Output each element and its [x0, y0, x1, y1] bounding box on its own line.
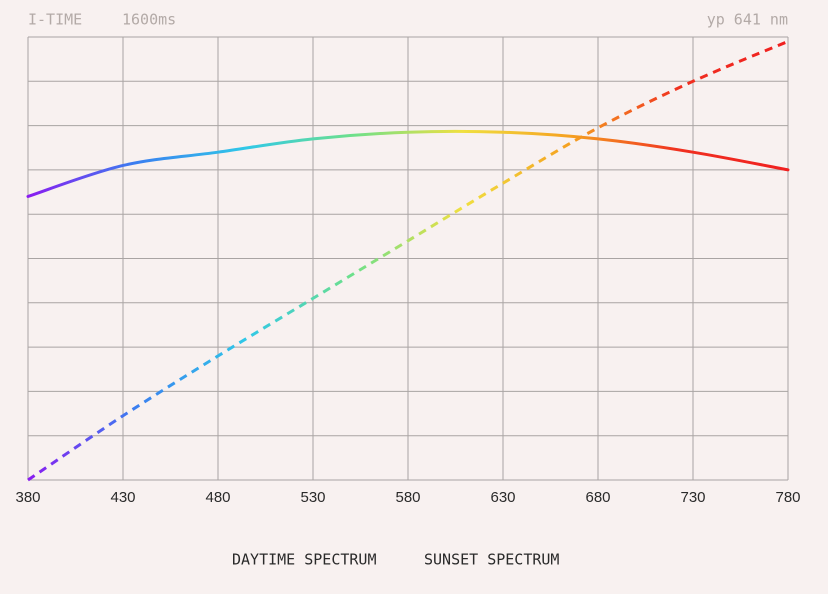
plot: [26, 40, 790, 482]
x-tick-label: 680: [585, 489, 610, 506]
series-line: [27, 40, 789, 482]
x-tick-label: 580: [395, 489, 420, 506]
x-tick-label: 380: [15, 489, 40, 506]
x-tick-label: 730: [680, 489, 705, 506]
legend-label: DAYTIME SPECTRUM: [232, 551, 377, 569]
series-line: [26, 129, 790, 198]
annotation: 1600ms: [122, 11, 176, 29]
x-tick-label: 480: [205, 489, 230, 506]
x-tick-label: 780: [775, 489, 800, 506]
x-tick-label: 430: [110, 489, 135, 506]
grid: 380 430 480 530 580 630 680 730 780: [15, 36, 801, 506]
x-tick-label: 630: [490, 489, 515, 506]
annotation: I-TIME: [28, 11, 82, 29]
legend: DAYTIME SPECTRUM SUNSET SPECTRUM: [232, 539, 585, 569]
annotation: yp 641 nm: [707, 11, 788, 29]
legend-label: SUNSET SPECTRUM: [424, 551, 559, 569]
x-tick-label: 530: [300, 489, 325, 506]
